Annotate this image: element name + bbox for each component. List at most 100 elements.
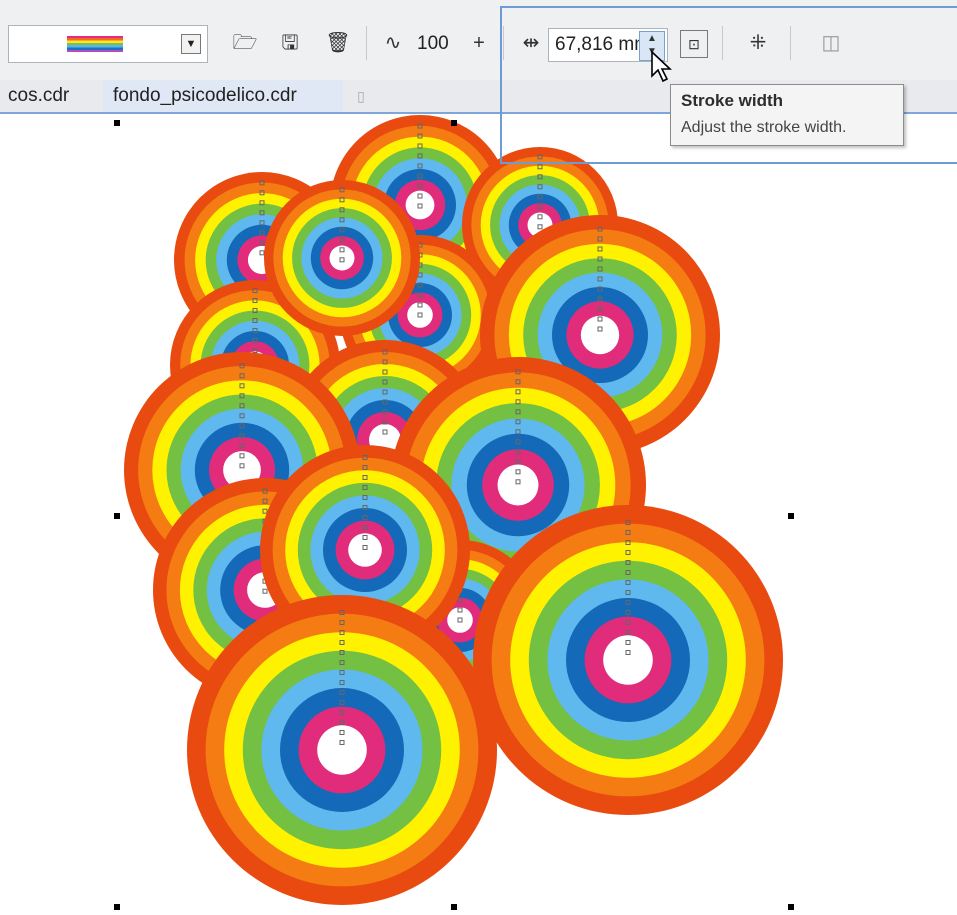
path-node[interactable]	[382, 429, 388, 435]
path-node[interactable]	[239, 373, 245, 379]
tab-fondo-psicodelico-label[interactable]: fondo_psicodelico.cdr	[113, 85, 297, 106]
path-node[interactable]	[417, 292, 423, 298]
path-node[interactable]	[625, 610, 631, 615]
path-node[interactable]	[417, 143, 423, 149]
path-node[interactable]	[515, 369, 521, 375]
path-node[interactable]	[597, 326, 603, 332]
path-node[interactable]	[259, 240, 265, 246]
path-node[interactable]	[339, 740, 345, 745]
path-node[interactable]	[262, 498, 268, 504]
path-node[interactable]	[362, 545, 368, 550]
path-node[interactable]	[259, 210, 265, 216]
path-node[interactable]	[239, 413, 245, 419]
path-node[interactable]	[417, 193, 423, 199]
path-node[interactable]	[339, 227, 345, 233]
corner-icon[interactable]: ⊡	[680, 30, 708, 58]
path-node[interactable]	[339, 690, 345, 695]
path-node[interactable]	[515, 469, 521, 475]
path-node[interactable]	[417, 312, 423, 318]
path-node[interactable]	[259, 250, 265, 256]
path-node[interactable]	[515, 439, 521, 445]
smoothing-value[interactable]: 100	[417, 33, 449, 54]
path-node[interactable]	[625, 590, 631, 595]
path-node[interactable]	[259, 220, 265, 226]
path-node[interactable]	[457, 607, 463, 613]
path-node[interactable]	[239, 423, 245, 429]
path-node[interactable]	[259, 200, 265, 206]
path-node[interactable]	[457, 597, 463, 603]
path-node[interactable]	[339, 650, 345, 655]
plus-icon[interactable]: +	[473, 32, 485, 54]
path-node[interactable]	[259, 230, 265, 236]
path-node[interactable]	[362, 515, 368, 520]
path-node[interactable]	[515, 409, 521, 415]
path-node[interactable]	[515, 429, 521, 435]
path-node[interactable]	[417, 153, 423, 159]
path-node[interactable]	[339, 710, 345, 715]
path-node[interactable]	[537, 164, 543, 170]
trash-icon[interactable]: 🗑	[325, 32, 351, 54]
path-node[interactable]	[239, 433, 245, 439]
fill-style-combo[interactable]: ▼	[8, 25, 208, 63]
path-node[interactable]	[339, 247, 345, 253]
path-node[interactable]	[339, 630, 345, 635]
path-node[interactable]	[597, 226, 603, 232]
path-node[interactable]	[515, 399, 521, 405]
path-node[interactable]	[597, 316, 603, 322]
path-node[interactable]	[252, 298, 258, 303]
path-node[interactable]	[597, 266, 603, 272]
path-node[interactable]	[339, 217, 345, 223]
path-node[interactable]	[537, 154, 543, 160]
path-node[interactable]	[625, 540, 631, 545]
chevron-down-icon[interactable]: ▼	[181, 34, 201, 54]
path-node[interactable]	[259, 180, 265, 186]
rainbow-circle[interactable]	[264, 180, 420, 336]
path-node[interactable]	[537, 214, 543, 220]
path-node[interactable]	[362, 495, 368, 500]
selection-handle[interactable]	[788, 904, 794, 910]
path-node[interactable]	[339, 187, 345, 193]
path-node[interactable]	[625, 560, 631, 565]
path-node[interactable]	[417, 173, 423, 179]
path-node[interactable]	[239, 403, 245, 409]
path-node[interactable]	[625, 580, 631, 585]
path-node[interactable]	[339, 207, 345, 213]
path-node[interactable]	[597, 246, 603, 252]
path-node[interactable]	[262, 508, 268, 514]
path-node[interactable]	[339, 197, 345, 203]
rainbow-circle[interactable]	[187, 595, 497, 905]
path-node[interactable]	[417, 183, 423, 189]
path-node[interactable]	[362, 455, 368, 460]
path-node[interactable]	[625, 600, 631, 605]
path-node[interactable]	[625, 570, 631, 575]
path-node[interactable]	[339, 670, 345, 675]
selection-handle[interactable]	[788, 513, 794, 519]
copy-icon[interactable]: ◫	[821, 32, 841, 54]
scatter-icon[interactable]: ⁜	[749, 32, 767, 54]
path-node[interactable]	[362, 475, 368, 480]
tab-close-icon[interactable]: ▯	[357, 88, 365, 104]
path-node[interactable]	[339, 720, 345, 725]
path-node[interactable]	[362, 535, 368, 540]
path-node[interactable]	[252, 318, 258, 323]
path-node[interactable]	[252, 338, 258, 343]
path-node[interactable]	[417, 203, 423, 209]
path-node[interactable]	[382, 359, 388, 365]
path-node[interactable]	[252, 288, 258, 293]
path-node[interactable]	[417, 302, 423, 308]
path-node[interactable]	[239, 453, 245, 459]
path-node[interactable]	[625, 640, 631, 645]
selection-handle[interactable]	[451, 904, 457, 910]
path-node[interactable]	[259, 190, 265, 196]
rainbow-circle[interactable]	[480, 215, 720, 455]
path-node[interactable]	[239, 383, 245, 389]
path-node[interactable]	[262, 488, 268, 494]
path-node[interactable]	[382, 399, 388, 405]
path-node[interactable]	[515, 479, 521, 485]
path-node[interactable]	[362, 525, 368, 530]
folder-open-icon[interactable]: 🗁	[232, 32, 258, 54]
path-node[interactable]	[625, 550, 631, 555]
path-node[interactable]	[239, 393, 245, 399]
path-node[interactable]	[537, 184, 543, 190]
path-node[interactable]	[457, 617, 463, 623]
